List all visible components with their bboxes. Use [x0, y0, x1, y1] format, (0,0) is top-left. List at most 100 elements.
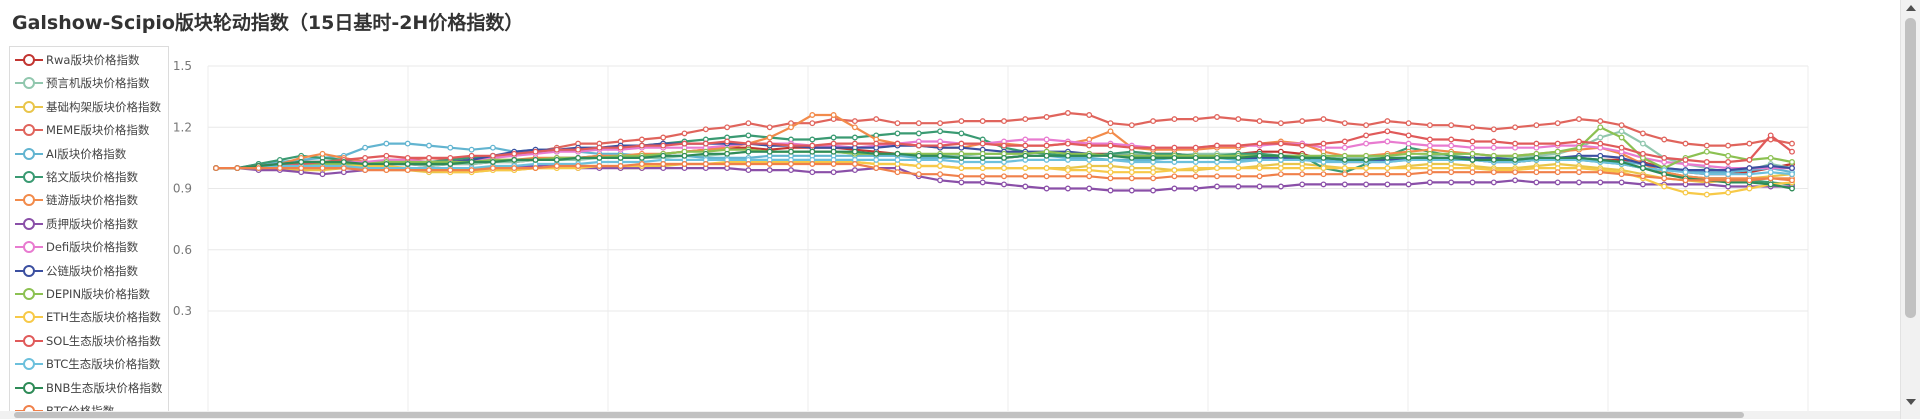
data-point	[766, 124, 773, 131]
data-point	[979, 140, 986, 147]
data-point	[894, 156, 901, 163]
scroll-down-icon[interactable]	[1906, 399, 1916, 405]
data-point	[660, 161, 667, 167]
data-point	[1235, 154, 1242, 161]
horizontal-scroll-thumb[interactable]	[14, 412, 1744, 418]
data-point	[979, 154, 986, 161]
data-point	[788, 167, 794, 174]
data-point	[596, 163, 603, 169]
data-point	[660, 134, 667, 141]
data-point	[1064, 152, 1071, 159]
series-15	[213, 161, 1795, 184]
data-point	[1554, 154, 1561, 161]
data-point	[766, 140, 773, 147]
data-point	[1214, 142, 1220, 149]
legend-item[interactable]: 链游版块价格指数	[14, 190, 138, 210]
y-tick-label: 0.3	[173, 304, 192, 318]
data-point	[1597, 118, 1604, 125]
legend-item[interactable]: 公链版块价格指数	[14, 261, 138, 281]
legend-item[interactable]: DEPIN版块价格指数	[14, 284, 150, 304]
vertical-scroll-thumb[interactable]	[1905, 18, 1916, 318]
data-point	[596, 144, 603, 151]
data-point	[1618, 134, 1625, 141]
legend-item[interactable]: BTC生态版块价格指数	[14, 354, 160, 374]
data-point	[1618, 159, 1625, 165]
data-point	[745, 161, 752, 167]
data-point	[1214, 114, 1220, 120]
legend-item[interactable]: 预言机版块价格指数	[14, 73, 150, 93]
data-point	[1597, 169, 1604, 176]
data-point	[1639, 140, 1646, 147]
legend-item[interactable]: 铭文版块价格指数	[14, 167, 138, 187]
data-point	[1512, 156, 1519, 163]
data-point	[660, 142, 667, 149]
legend-item[interactable]: SOL生态版块价格指数	[14, 331, 161, 351]
data-point	[894, 169, 901, 176]
data-point	[1341, 165, 1348, 172]
data-point	[1001, 118, 1007, 125]
data-point	[575, 154, 582, 161]
data-point	[1426, 179, 1433, 186]
data-point	[213, 165, 219, 172]
data-point	[489, 165, 496, 172]
data-point	[447, 161, 454, 167]
data-point	[404, 167, 411, 174]
data-point	[1576, 116, 1582, 123]
data-point	[1448, 142, 1455, 149]
data-point	[1618, 179, 1625, 186]
data-point	[1384, 171, 1391, 178]
data-point	[426, 167, 432, 174]
data-point	[319, 150, 326, 157]
data-point	[702, 150, 709, 157]
data-point	[638, 142, 645, 149]
data-point	[1725, 171, 1732, 178]
data-point	[1107, 142, 1114, 149]
data-point	[1384, 165, 1391, 172]
legend-item[interactable]: 基础构架版块价格指数	[14, 97, 161, 117]
legend-item[interactable]: ETH生态版块价格指数	[14, 307, 161, 327]
horizontal-scrollbar[interactable]	[0, 411, 1900, 419]
data-point	[1235, 142, 1242, 149]
scroll-up-icon[interactable]	[1906, 5, 1916, 11]
legend-line-circle-icon	[15, 147, 43, 160]
data-point	[1277, 140, 1284, 147]
data-point	[1192, 116, 1199, 123]
data-point	[979, 179, 986, 186]
data-point	[851, 161, 858, 167]
data-point	[1107, 175, 1114, 182]
data-point	[1128, 144, 1135, 151]
legend-item[interactable]: AI版块价格指数	[14, 144, 126, 164]
data-point	[1682, 189, 1689, 196]
data-point	[1363, 140, 1370, 147]
data-point	[1107, 128, 1114, 135]
data-point	[553, 156, 560, 163]
data-point	[1533, 122, 1540, 129]
data-point	[1277, 120, 1284, 127]
data-point	[1150, 154, 1157, 161]
legend-item[interactable]: Rwa版块价格指数	[14, 50, 139, 70]
data-point	[1277, 171, 1284, 178]
data-point	[1022, 183, 1029, 190]
data-point	[1128, 154, 1135, 161]
data-point	[468, 159, 475, 165]
data-point	[1661, 175, 1668, 182]
data-point	[1022, 173, 1029, 180]
data-point	[937, 163, 944, 169]
legend-item[interactable]: BNB生态版块价格指数	[14, 378, 162, 398]
data-point	[1341, 138, 1348, 145]
data-point	[1448, 122, 1455, 129]
data-point	[1086, 112, 1093, 118]
legend-item[interactable]: 质押版块价格指数	[14, 214, 138, 234]
data-point	[660, 152, 667, 159]
legend-item[interactable]: MEME版块价格指数	[14, 120, 149, 140]
data-point	[1022, 136, 1029, 143]
vertical-scrollbar[interactable]	[1900, 0, 1920, 419]
data-point	[1128, 169, 1135, 176]
data-point	[1405, 140, 1412, 147]
data-point	[1150, 175, 1157, 182]
data-point	[1363, 171, 1370, 178]
data-point	[958, 179, 965, 186]
data-point	[617, 144, 624, 151]
legend-item[interactable]: Defi版块价格指数	[14, 237, 138, 257]
data-point	[1618, 171, 1625, 178]
